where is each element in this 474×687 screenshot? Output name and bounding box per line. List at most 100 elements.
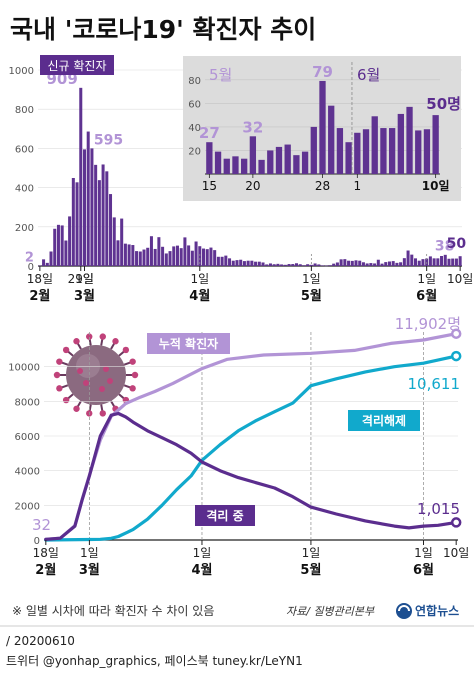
top-x-tick-label: 1일: [75, 272, 94, 286]
top-x-tick-label: 18일: [27, 272, 53, 286]
inset-bar: [241, 158, 248, 174]
top-x-tick-label: 1일: [417, 272, 436, 286]
new-cases-bar: [380, 263, 384, 266]
new-cases-bar: [384, 262, 388, 266]
virus-spike-tip: [56, 358, 63, 365]
new-cases-bar: [365, 263, 369, 266]
top-value-label: 595: [94, 132, 123, 148]
new-cases-bar: [447, 258, 451, 266]
bottom-y-tick: 0: [34, 536, 40, 547]
new-cases-bar: [90, 148, 94, 266]
inset-month-label: 5월: [209, 66, 232, 84]
bottom-x-tick-label: 18일: [33, 546, 59, 560]
inset-chart-month-labels: 5월 6월: [209, 62, 380, 174]
inset-bar: [267, 150, 274, 174]
new-cases-bar: [231, 260, 235, 266]
top-month-label: 4월: [189, 288, 210, 304]
top-x-tick-label: 29일: [68, 272, 94, 286]
new-cases-bar: [294, 263, 299, 266]
new-cases-legend: 신규 확진자: [40, 55, 114, 75]
new-cases-bar: [79, 87, 83, 266]
virus-spike-tip: [129, 385, 136, 392]
isolated-line: [44, 411, 458, 542]
new-cases-bar: [149, 236, 153, 266]
new-cases-bar: [146, 247, 150, 266]
inset-bar: [319, 80, 326, 174]
footnote: ※ 일별 시차에 따라 확진자 수 차이 있음: [12, 604, 214, 618]
inset-bar: [249, 136, 257, 174]
inset-bar: [310, 126, 317, 174]
new-cases-bar: [112, 217, 116, 266]
inset-x-tick-label: 20: [245, 179, 260, 193]
inset-bar: [206, 142, 213, 174]
inset-value-label: 79: [312, 63, 333, 81]
new-cases-bar: [56, 224, 60, 266]
series-name-box: [348, 410, 420, 431]
yonhap-logo-text: 연합뉴스: [415, 603, 459, 618]
new-cases-bar: [42, 259, 46, 266]
top-value-label: 50: [447, 236, 467, 252]
new-cases-bar: [153, 248, 157, 266]
new-cases-bar: [321, 265, 325, 267]
new-cases-bar: [361, 262, 365, 266]
top-chart-bars: [38, 87, 462, 267]
inset-bar: [432, 115, 439, 174]
cumulative-cases-line-end-marker: [450, 328, 462, 339]
bottom-chart-y-ticks: 0 2000 4000 6000 8000 10000: [8, 363, 40, 547]
new-cases-bar: [123, 243, 127, 266]
new-cases-bar: [94, 164, 98, 266]
top-x-tick-label: 10일: [447, 272, 473, 286]
new-cases-bar: [406, 250, 410, 266]
series-name-label: 격리 중: [206, 508, 243, 523]
source-credit: 자료/ 질병관리본부: [286, 605, 375, 618]
inset-value-label: 27: [199, 124, 220, 142]
new-cases-bar: [387, 261, 391, 266]
inset-bar: [406, 106, 413, 174]
new-cases-bar: [339, 259, 343, 266]
bottom-y-tick: 2000: [15, 501, 40, 512]
virus-spot: [99, 386, 105, 392]
new-cases-bar: [421, 259, 425, 266]
top-y-tick: 0: [28, 262, 34, 273]
virus-spike-tip: [99, 410, 106, 417]
new-cases-bar: [220, 256, 224, 266]
inset-bar: [354, 132, 361, 174]
new-cases-bar: [224, 255, 228, 266]
new-cases-bar: [135, 251, 139, 266]
inset-chart-bars: [206, 80, 439, 174]
bottom-y-tick: 10000: [8, 363, 40, 374]
new-cases-bar: [272, 264, 276, 266]
inset-x-tick-label: 28: [315, 179, 330, 193]
inset-bar: [258, 159, 265, 174]
new-cases-bar: [164, 253, 168, 266]
new-cases-bar: [391, 261, 395, 266]
new-cases-bar: [194, 241, 198, 266]
virus-spike-tip: [73, 338, 80, 345]
virus-spike-tip: [73, 405, 80, 412]
inset-bar: [328, 105, 335, 174]
top-y-tick: 400: [15, 184, 34, 195]
new-cases-bar: [97, 180, 101, 266]
new-cases-bar: [432, 258, 436, 266]
released-end-label: 10,611: [408, 375, 461, 393]
top-value-label: 2: [25, 251, 34, 266]
virus-spot: [77, 368, 83, 374]
bottom-month-label: 3월: [79, 562, 100, 578]
new-cases-bar: [105, 171, 109, 266]
new-cases-bar: [216, 256, 220, 266]
virus-illustration: [53, 333, 139, 417]
virus-spot: [103, 366, 109, 372]
new-cases-bar: [332, 263, 336, 266]
inset-bar: [336, 128, 344, 174]
new-cases-bar: [49, 251, 53, 266]
new-cases-bar: [268, 263, 272, 266]
new-cases-bar: [402, 258, 406, 266]
bottom-x-tick-label: 10일: [443, 546, 469, 560]
new-cases-bar: [309, 264, 313, 266]
new-cases-bar: [350, 260, 354, 266]
new-cases-bar: [142, 249, 146, 266]
new-cases-bar: [53, 228, 57, 266]
top-month-label: 5월: [301, 288, 322, 304]
